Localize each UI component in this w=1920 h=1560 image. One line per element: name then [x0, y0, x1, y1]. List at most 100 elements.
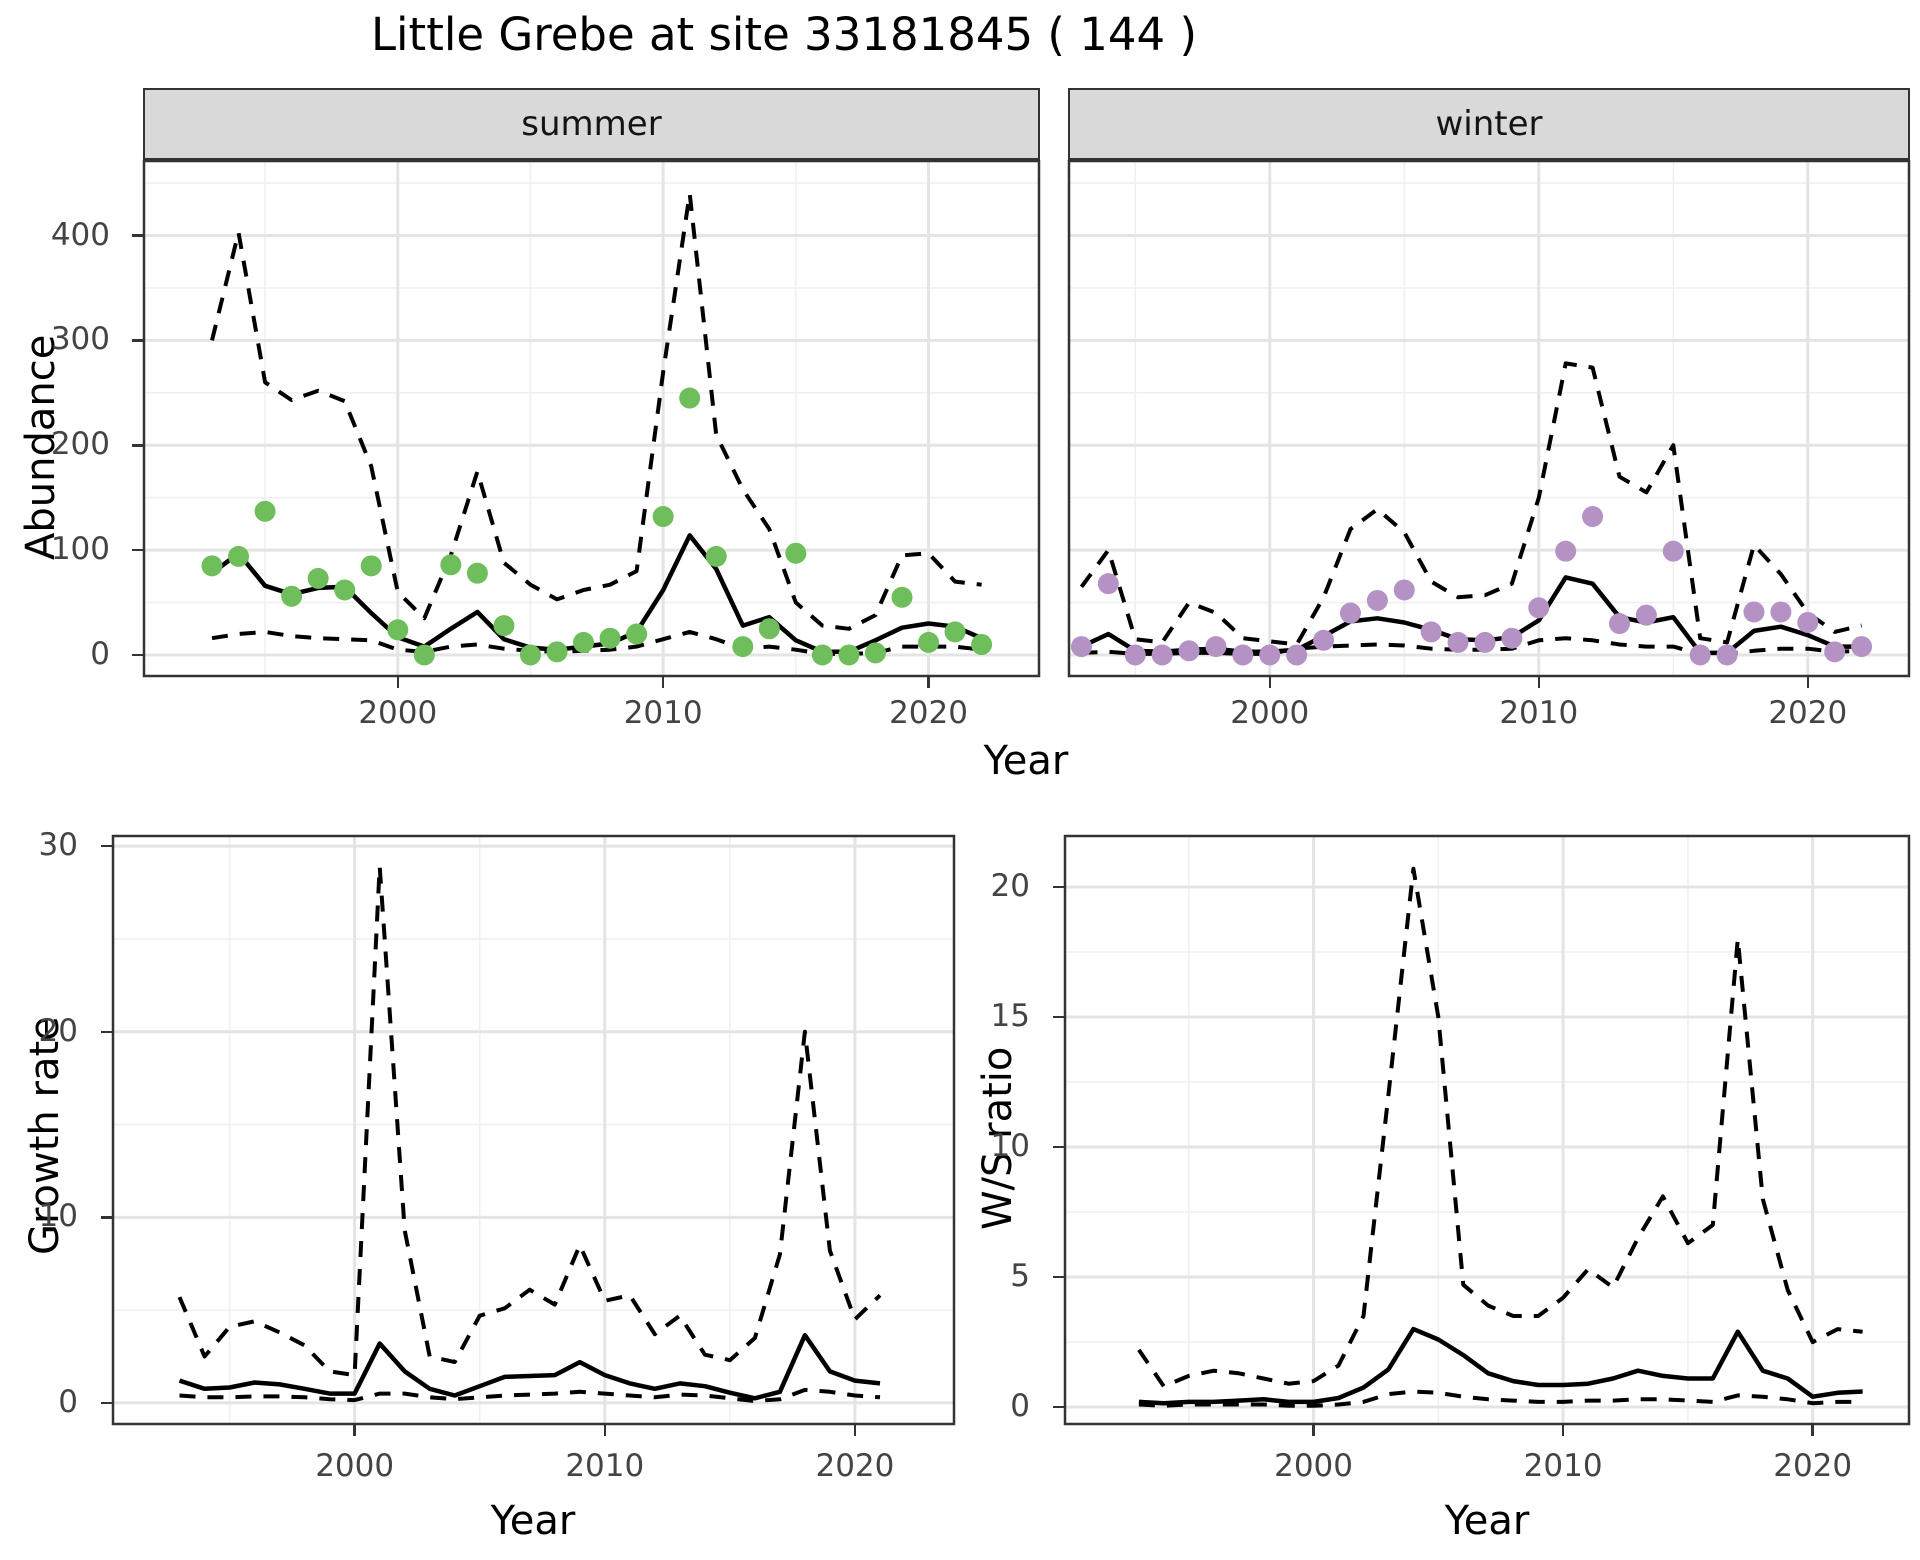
x-tick-label-winter-2010: 2010: [1499, 695, 1579, 731]
summer-data-point: [281, 585, 303, 607]
y-tick-mark-ws-5: [1053, 1275, 1064, 1279]
x-tick-mark-growth-2000: [353, 1425, 356, 1436]
x-tick-label-winter-2020: 2020: [1768, 695, 1848, 731]
x-tick-label-summer-2010: 2010: [623, 695, 703, 731]
summer-data-point: [626, 623, 648, 645]
y-tick-label-growth-0: 0: [58, 1383, 78, 1420]
facet-strip-winter: winter: [1068, 88, 1910, 160]
winter-data-point: [1070, 636, 1092, 658]
x-axis-title-year-ws: Year: [1444, 1498, 1530, 1544]
summer-data-point: [519, 644, 541, 666]
summer-data-point: [705, 545, 727, 567]
x-axis-title-year-growth: Year: [490, 1498, 576, 1544]
x-tick-label-growth-2020: 2020: [815, 1448, 895, 1484]
panel-background-ws: [1064, 835, 1910, 1425]
winter-data-point: [1205, 636, 1227, 658]
figure-title: Little Grebe at site 33181845 ( 144 ): [370, 8, 1198, 61]
winter-data-point: [1420, 621, 1442, 643]
y-tick-label-summer-300: 300: [50, 321, 110, 358]
winter-data-point: [1097, 573, 1119, 595]
y-tick-mark-summer-400: [132, 234, 143, 237]
x-tick-label-summer-2000: 2000: [358, 695, 438, 731]
winter-data-point: [1582, 506, 1604, 528]
panel-ws: [1063, 834, 1911, 1426]
y-tick-mark-ws-15: [1053, 1015, 1064, 1019]
x-tick-mark-ws-2010: [1561, 1425, 1565, 1436]
panel-background-growth: [112, 835, 955, 1425]
growth-upper-ci-line: [177, 864, 882, 1378]
summer-data-point: [201, 555, 223, 577]
summer-data-point: [360, 555, 382, 577]
summer-data-point: [307, 567, 329, 589]
y-tick-mark-growth-10: [101, 1216, 112, 1219]
x-tick-mark-summer-2020: [927, 677, 930, 688]
winter-data-point: [1716, 644, 1738, 666]
winter-data-point: [1770, 601, 1792, 623]
panel-growth: [111, 834, 956, 1426]
summer-data-point: [652, 506, 674, 528]
summer-data-point: [599, 627, 621, 649]
y-tick-mark-growth-0: [101, 1401, 112, 1405]
summer-data-point: [864, 642, 886, 664]
panel-border-summer: [142, 159, 1041, 678]
winter-data-point: [1393, 579, 1415, 601]
y-tick-mark-ws-10: [1053, 1145, 1064, 1149]
y-tick-label-ws-20: 20: [990, 868, 1030, 904]
winter-data-point: [1851, 636, 1873, 658]
summer-data-point: [891, 586, 913, 608]
summer-data-point: [493, 615, 515, 637]
summer-data-point: [679, 387, 701, 409]
y-tick-label-summer-400: 400: [50, 216, 110, 253]
y-tick-label-summer-100: 100: [50, 531, 110, 568]
y-tick-label-summer-0: 0: [90, 635, 110, 672]
summer-data-point: [254, 500, 276, 522]
panel-summer: [142, 159, 1041, 678]
x-tick-label-summer-2020: 2020: [889, 695, 968, 731]
x-tick-label-ws-2020: 2020: [1773, 1448, 1853, 1484]
x-tick-mark-ws-2020: [1811, 1425, 1814, 1436]
summer-data-point: [466, 562, 488, 584]
y-tick-label-growth-10: 10: [38, 1198, 78, 1235]
y-tick-mark-ws-0: [1053, 1405, 1064, 1409]
y-tick-label-ws-15: 15: [990, 998, 1030, 1035]
x-tick-mark-winter-2020: [1806, 677, 1810, 688]
growth-lower-ci-line: [179, 1387, 881, 1404]
facet-strip-summer-label: summer: [521, 104, 662, 144]
y-tick-mark-growth-30: [101, 844, 112, 848]
winter-data-point: [1313, 629, 1335, 651]
x-tick-mark-ws-2000: [1312, 1425, 1315, 1436]
summer-data-point: [971, 633, 993, 655]
facet-strip-summer: summer: [143, 88, 1040, 160]
x-tick-mark-growth-2010: [603, 1425, 607, 1436]
winter-data-point: [1797, 611, 1819, 633]
winter-data-point: [1608, 613, 1630, 635]
x-tick-mark-winter-2000: [1268, 677, 1272, 688]
winter-data-point: [1474, 631, 1496, 653]
winter-data-point: [1366, 589, 1388, 611]
summer-data-point: [811, 644, 833, 666]
summer-data-point: [546, 641, 568, 663]
winter-data-point: [1447, 631, 1469, 653]
winter-data-point: [1286, 644, 1308, 666]
panel-winter: [1067, 159, 1911, 678]
winter-data-point: [1743, 601, 1765, 623]
summer-data-point: [573, 631, 595, 653]
ws-median-ws-ratio-line: [1138, 1326, 1863, 1406]
winter-data-point: [1178, 640, 1200, 662]
panel-background-winter: [1068, 160, 1910, 677]
y-tick-mark-summer-300: [132, 339, 143, 342]
x-tick-label-ws-2010: 2010: [1523, 1448, 1603, 1484]
x-tick-label-growth-2010: 2010: [565, 1448, 645, 1484]
facet-strip-winter-label: winter: [1435, 104, 1543, 144]
y-tick-label-ws-0: 0: [1010, 1388, 1030, 1425]
y-tick-mark-ws-20: [1053, 885, 1064, 889]
summer-data-point: [413, 644, 435, 666]
winter-data-point: [1232, 644, 1254, 666]
winter-data-point: [1555, 540, 1577, 562]
ws-lower-ci-line: [1138, 1389, 1863, 1408]
y-tick-label-summer-200: 200: [50, 426, 110, 463]
y-tick-mark-growth-20: [101, 1030, 112, 1034]
summer-data-point: [732, 636, 754, 658]
summer-data-point: [758, 618, 780, 640]
